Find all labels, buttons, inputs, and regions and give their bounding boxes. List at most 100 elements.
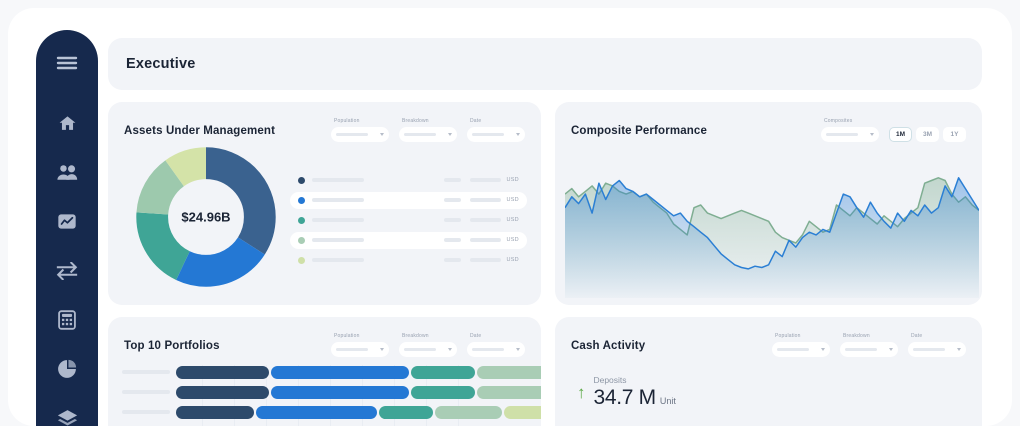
date-select[interactable] (466, 341, 525, 357)
cash-activity-card: Cash Activity Population Breakdown (554, 317, 982, 426)
breakdown-select[interactable] (398, 341, 457, 357)
sidebar-item-products[interactable] (50, 401, 84, 426)
sidebar-item-home[interactable] (50, 107, 84, 140)
filter-group: Composites 1M 3M 1Y (821, 118, 966, 142)
bar-segment[interactable] (411, 385, 476, 399)
menu-icon[interactable] (50, 46, 84, 79)
card-header: Top 10 Portfolios Population Breakdown (108, 317, 541, 357)
breakdown-select[interactable] (398, 126, 457, 142)
composite-performance-chart (555, 142, 982, 303)
bar-segment[interactable] (176, 365, 269, 379)
chevron-down-icon (515, 132, 520, 136)
legend-name-placeholder (312, 178, 364, 182)
card-header: Assets Under Management Population Break… (108, 102, 541, 142)
composites-select[interactable] (821, 126, 879, 142)
bar-segment[interactable] (504, 405, 541, 419)
range-button-1y[interactable]: 1Y (943, 126, 966, 142)
bar-segment[interactable] (379, 405, 433, 419)
breakdown-select[interactable] (840, 341, 898, 357)
filter-label: Breakdown (843, 333, 870, 339)
select-placeholder (471, 132, 504, 136)
legend-currency: USD (506, 257, 519, 263)
sidebar-item-performance[interactable] (50, 205, 84, 238)
card-header: Cash Activity Population Breakdown (555, 317, 982, 357)
sidebar-item-transactions[interactable] (50, 254, 84, 287)
range-button-3m[interactable]: 3M (916, 126, 939, 142)
composite-performance-card: Composite Performance Composites 1M 3M 1Y (554, 102, 982, 305)
sidebar (36, 30, 98, 426)
series-line[interactable] (564, 176, 980, 270)
donut-center-value: $24.96B (181, 209, 231, 224)
bar-row[interactable] (122, 365, 541, 380)
bar-segment[interactable] (434, 405, 503, 419)
bar-segment[interactable] (477, 385, 541, 399)
bar-segment[interactable] (176, 405, 255, 419)
bar-segment[interactable] (176, 385, 269, 399)
date-select[interactable] (908, 341, 966, 357)
chevron-down-icon (889, 347, 893, 351)
sidebar-item-accounting[interactable] (50, 303, 84, 336)
card-title: Assets Under Management (124, 124, 276, 137)
filter-label: Population (333, 118, 360, 124)
bar-segment[interactable] (477, 365, 541, 379)
bar-segment[interactable] (270, 365, 410, 379)
legend-row[interactable]: USD (290, 212, 527, 229)
legend-name-placeholder (312, 198, 364, 202)
transfer-icon (56, 261, 78, 280)
population-select[interactable] (330, 126, 389, 142)
legend-row[interactable]: USD (290, 252, 527, 269)
donut-chart: $24.96B (122, 146, 290, 288)
filter-population: Population (772, 333, 830, 357)
cash-metric: Deposits 34.7 M Unit (593, 375, 675, 410)
legend-name-placeholder (312, 218, 364, 222)
filter-label: Breakdown (401, 333, 429, 339)
population-select[interactable] (330, 341, 389, 357)
filter-breakdown: Breakdown (398, 118, 457, 142)
home-icon (58, 114, 77, 133)
donut-slice[interactable] (136, 146, 276, 287)
filter-label: Population (775, 333, 801, 339)
cash-activity-body: ↑ Deposits 34.7 M Unit (555, 357, 982, 410)
chevron-down-icon (379, 132, 384, 136)
donut-slice[interactable] (136, 146, 276, 287)
donut-slice[interactable] (136, 146, 276, 287)
legend-name-placeholder (312, 258, 364, 262)
legend-value-placeholder (444, 178, 462, 182)
chevron-down-icon (515, 347, 520, 351)
filter-date: Date (908, 333, 966, 357)
filter-group: Population Breakdown (772, 333, 966, 357)
sidebar-item-reports[interactable] (50, 352, 84, 385)
select-placeholder (335, 347, 368, 351)
top10-body (108, 357, 541, 426)
cash-unit: Unit (659, 395, 676, 406)
range-button-1m[interactable]: 1M (889, 126, 912, 142)
chevron-down-icon (447, 132, 452, 136)
chevron-down-icon (957, 347, 961, 351)
bar-row[interactable] (122, 385, 541, 400)
filter-date: Date (466, 333, 525, 357)
legend-row[interactable]: USD (290, 172, 527, 189)
sidebar-item-clients[interactable] (50, 156, 84, 189)
card-title: Cash Activity (570, 339, 646, 352)
legend-row[interactable]: USD (290, 231, 527, 249)
legend-amount-placeholder (470, 178, 502, 182)
date-select[interactable] (466, 126, 525, 142)
filter-composites: Composites (821, 118, 879, 142)
legend-row[interactable]: USD (290, 191, 527, 209)
donut-svg (136, 146, 276, 287)
users-icon (56, 163, 78, 182)
select-placeholder (403, 132, 436, 136)
bar-segment[interactable] (256, 405, 378, 419)
bar-segment[interactable] (411, 365, 476, 379)
area-chart-svg (564, 176, 980, 298)
donut-svg-wrap: $24.96B (135, 146, 277, 288)
legend-amount-placeholder (470, 258, 502, 262)
legend-color-dot (298, 216, 305, 224)
bar-segment[interactable] (270, 385, 410, 399)
chevron-down-icon (447, 347, 452, 351)
population-select[interactable] (772, 341, 830, 357)
legend-amount-placeholder (470, 218, 502, 222)
page-title: Executive (126, 56, 196, 72)
cash-metric-label: Deposits (593, 374, 627, 385)
bar-row[interactable] (122, 405, 541, 420)
